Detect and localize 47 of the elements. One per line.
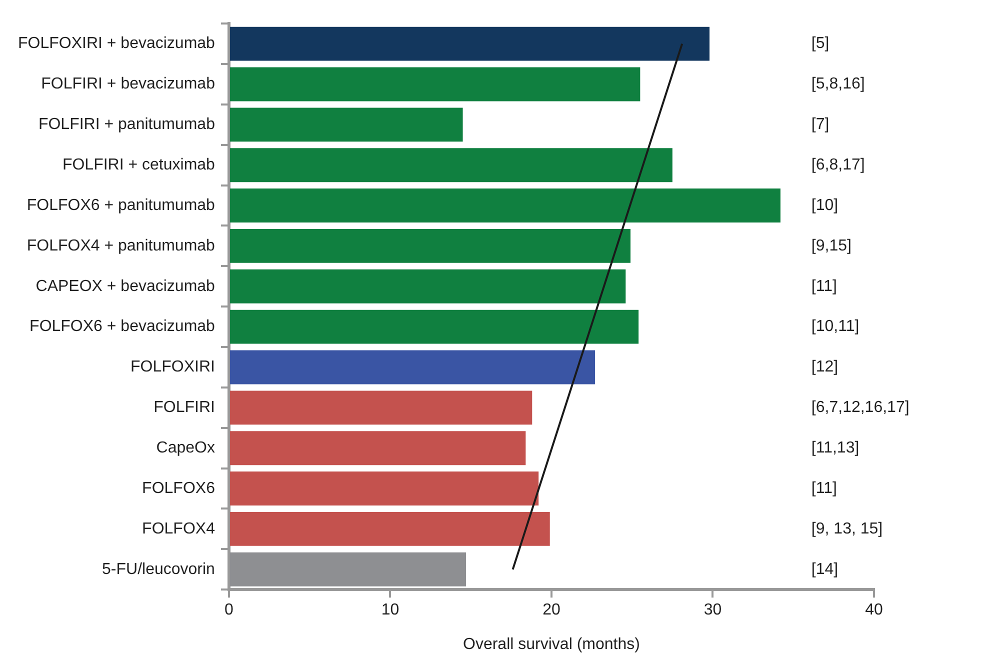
annotation: [11,13] [811, 440, 860, 457]
y-tick-label: FOLFIRI [154, 399, 215, 416]
bar [230, 269, 626, 304]
bar [230, 472, 539, 506]
x-tick-label: 10 [381, 602, 400, 619]
bar [230, 148, 672, 182]
bar [230, 188, 780, 223]
annotation: [6,7,12,16,17] [811, 399, 910, 416]
annotation: [5,8,16] [811, 76, 865, 93]
y-tick-label: CapeOx [156, 440, 215, 457]
bar [230, 431, 526, 466]
bar [230, 512, 550, 546]
annotation: [5] [811, 35, 830, 52]
x-tick-label: 0 [224, 602, 234, 619]
x-tick-label: 20 [542, 602, 560, 619]
annotation: [9,15] [811, 237, 852, 254]
bar [230, 67, 640, 102]
annotation: [11] [811, 480, 837, 497]
annotation: [9, 13, 15] [811, 520, 883, 538]
y-tick-label: FOLFIRI + bevacizumab [41, 76, 216, 93]
bar [230, 26, 710, 61]
x-tick-label: 30 [704, 602, 722, 619]
annotation: [7] [811, 116, 830, 134]
y-tick-label: FOLFIRI + panitumumab [38, 116, 216, 134]
bar [230, 350, 596, 384]
annotation: [11] [811, 278, 837, 295]
y-tick-label: FOLFIRI + cetuximab [62, 156, 216, 174]
bar [230, 390, 532, 425]
bar [230, 228, 630, 263]
y-tick-label: FOLFOXIRI [130, 358, 215, 376]
annotation: [10] [811, 196, 838, 214]
y-tick-label: FOLFOX6 + bevacizumab [30, 318, 216, 336]
x-axis-title: Overall survival (months) [463, 636, 640, 653]
y-tick-label: CAPEOX + bevacizumab [36, 278, 216, 295]
annotation: [10,11] [811, 318, 860, 336]
bar [230, 108, 463, 142]
bar [230, 310, 639, 344]
y-tick-label: FOLFOX4 + panitumumab [26, 237, 216, 254]
y-tick-label: FOLFOX4 [142, 520, 216, 538]
annotation: [12] [811, 358, 838, 376]
y-tick-label: 5-FU/leucovorin [102, 560, 215, 578]
y-tick-label: FOLFOXIRI + bevacizumab [18, 35, 216, 52]
y-tick-label: FOLFOX6 [142, 480, 216, 497]
annotation: [6,8,17] [811, 156, 865, 174]
y-tick-label: FOLFOX6 + panitumumab [26, 196, 216, 214]
annotation: [14] [811, 560, 838, 578]
x-tick-label: 40 [865, 602, 883, 619]
